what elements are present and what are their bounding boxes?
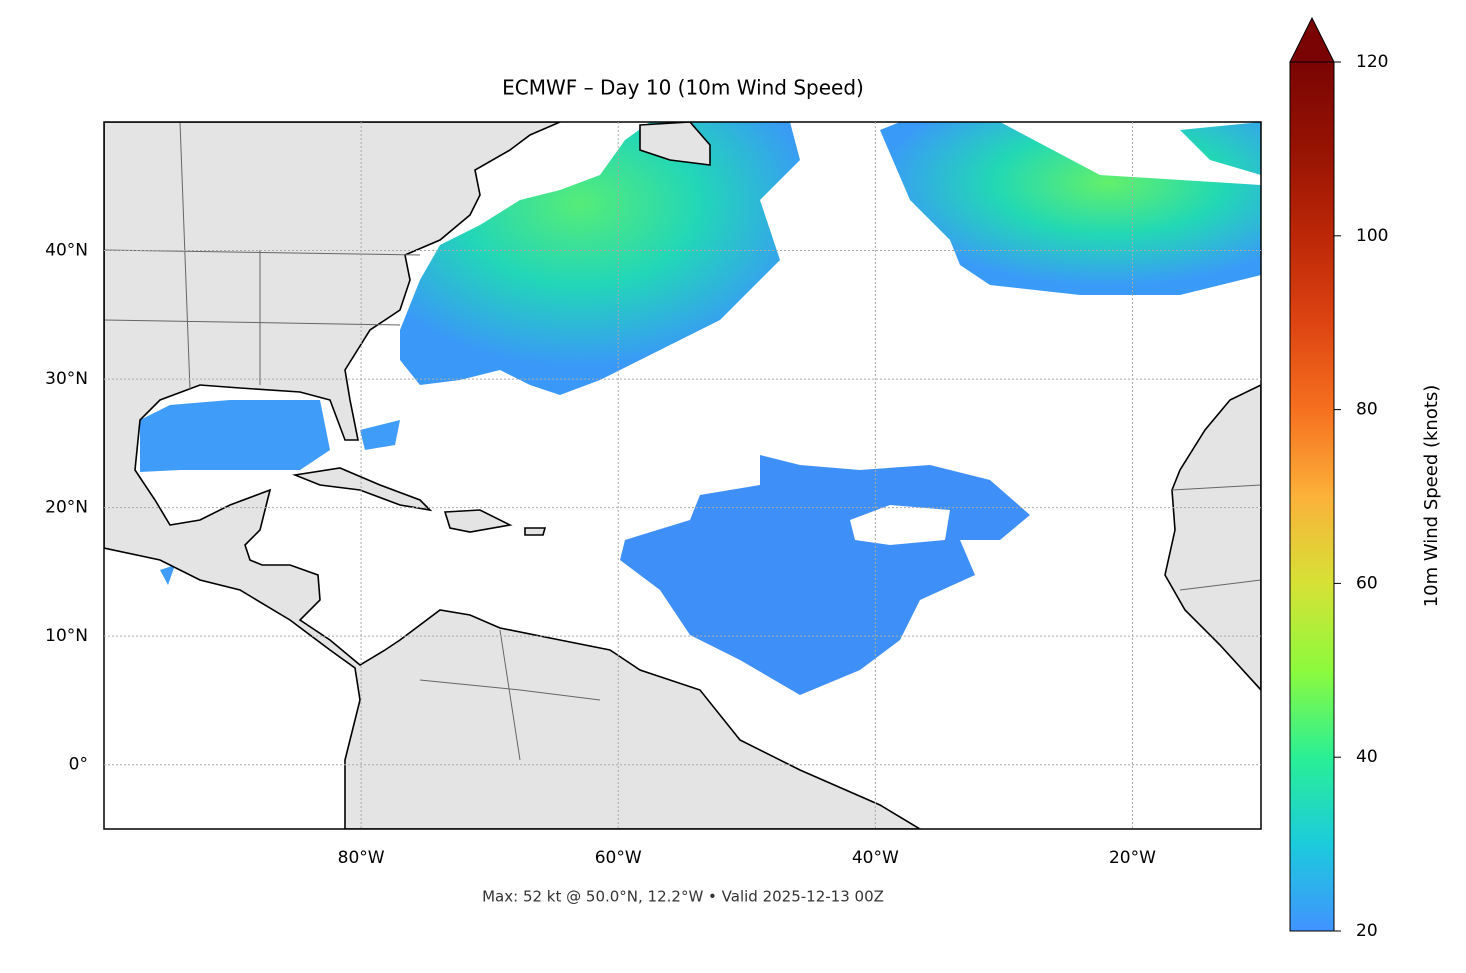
- wind-field: [140, 400, 400, 585]
- y-tick-label: 30°N: [45, 369, 88, 389]
- map-frame: [103, 121, 1262, 830]
- y-tick-label: 10°N: [45, 626, 88, 646]
- colorbar-tick-label: 60: [1356, 573, 1378, 593]
- y-tick-label: 40°N: [45, 241, 88, 261]
- x-tick-label: 40°W: [852, 848, 899, 868]
- colorbar-extend: [1289, 16, 1335, 63]
- colorbar-tick-label: 120: [1356, 52, 1388, 72]
- map: [104, 122, 1261, 829]
- colorbar-label: 10m Wind Speed (knots): [1421, 385, 1442, 608]
- x-tick-label: 80°W: [338, 848, 385, 868]
- chart-title: ECMWF – Day 10 (10m Wind Speed): [502, 76, 864, 100]
- colorbar-tick-label: 40: [1356, 747, 1378, 767]
- wind-field: [400, 122, 800, 395]
- wind-field: [620, 455, 1030, 695]
- wind-field: [880, 122, 1261, 295]
- colorbar-tick-label: 100: [1356, 226, 1388, 246]
- x-tick-label: 60°W: [595, 848, 642, 868]
- y-tick-label: 20°N: [45, 498, 88, 518]
- border: [104, 122, 1261, 761]
- colorbar: [1289, 61, 1335, 932]
- land: [104, 122, 922, 829]
- land: [291, 122, 1261, 692]
- x-tick-label: 20°W: [1109, 848, 1156, 868]
- footnote: Max: 52 kt @ 50.0°N, 12.2°W • Valid 2025…: [482, 888, 884, 906]
- y-tick-label: 0°: [69, 755, 88, 775]
- colorbar-tick-label: 80: [1356, 400, 1378, 420]
- colorbar-tick-label: 20: [1356, 921, 1378, 941]
